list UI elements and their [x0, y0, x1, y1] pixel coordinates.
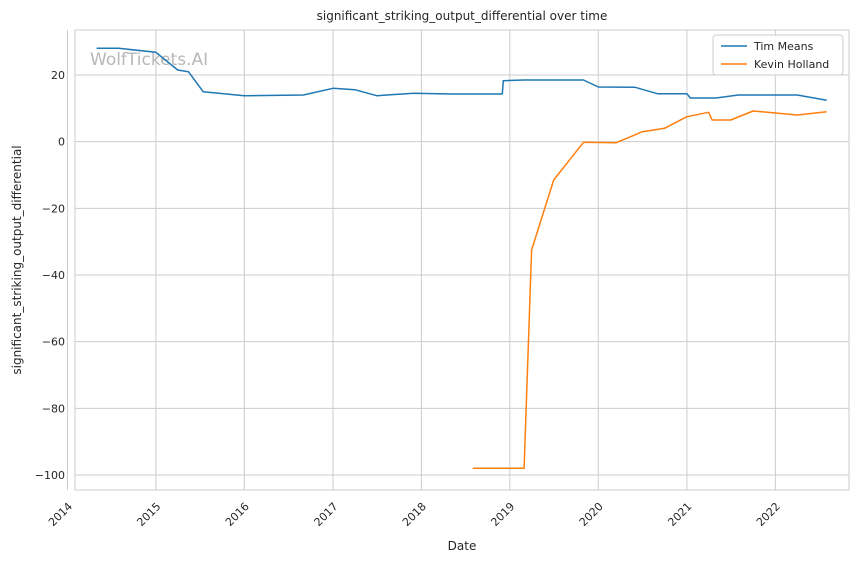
series-line-tim-means: [96, 47, 827, 102]
legend-box: [712, 34, 844, 76]
series-lines: [96, 47, 827, 470]
y-tick-label: −100: [35, 469, 65, 482]
y-tick-label: −20: [42, 202, 65, 215]
chart-title: significant_striking_output_differential…: [317, 9, 608, 23]
y-tick-labels: 20 0 −20 −40 −60 −80 −100: [35, 69, 65, 482]
y-tick-label: 20: [51, 69, 65, 82]
y-axis-title: significant_striking_output_differential: [10, 145, 24, 374]
x-axis-title: Date: [448, 539, 477, 553]
y-tick-label: −60: [42, 336, 65, 349]
legend: Tim Means Kevin Holland: [712, 34, 844, 76]
legend-label-tim-means: Tim Means: [753, 40, 814, 53]
plot-frame: [74, 29, 850, 491]
y-tick-label: 0: [58, 136, 65, 149]
watermark: WolfTickets.AI: [90, 50, 208, 70]
legend-label-kevin-holland: Kevin Holland: [754, 58, 829, 71]
y-tick-label: −40: [42, 269, 65, 282]
y-tick-label: −80: [42, 402, 65, 415]
series-line-kevin-holland: [472, 110, 827, 470]
